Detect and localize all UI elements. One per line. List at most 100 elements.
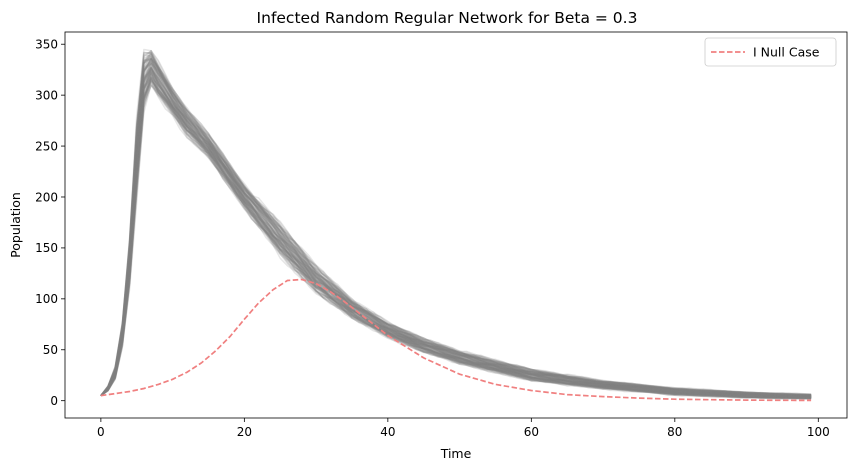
simulation-run-line bbox=[100, 66, 812, 399]
simulation-run-line bbox=[100, 63, 812, 397]
simulation-run-line bbox=[100, 72, 812, 398]
simulation-run-line bbox=[100, 79, 812, 399]
simulation-run-line bbox=[100, 53, 812, 397]
simulation-run-line bbox=[100, 53, 812, 397]
simulation-run-line bbox=[100, 83, 812, 399]
x-axis-label: Time bbox=[440, 446, 472, 461]
simulation-run-line bbox=[100, 57, 812, 397]
simulation-run-line bbox=[100, 57, 812, 398]
simulation-run-line bbox=[100, 61, 812, 398]
simulation-run-line bbox=[100, 63, 812, 398]
simulation-run-line bbox=[100, 58, 812, 397]
simulation-run-line bbox=[100, 76, 812, 398]
simulation-run-line bbox=[100, 57, 812, 397]
simulation-run-line bbox=[100, 60, 812, 397]
simulation-run-line bbox=[100, 70, 812, 399]
simulation-run-line bbox=[100, 77, 812, 400]
simulation-run-line bbox=[100, 67, 812, 398]
simulation-run-line bbox=[100, 48, 812, 397]
simulation-run-line bbox=[100, 77, 812, 399]
simulation-run-line bbox=[100, 49, 812, 397]
simulation-run-line bbox=[100, 73, 812, 398]
simulation-run-line bbox=[100, 60, 812, 397]
simulation-run-line bbox=[100, 52, 812, 397]
legend: I Null Case bbox=[704, 37, 837, 67]
simulation-run-line bbox=[100, 78, 812, 399]
simulation-run-line bbox=[100, 84, 812, 400]
y-tick-label: 0 bbox=[50, 394, 58, 408]
simulation-run-line bbox=[100, 70, 812, 398]
simulation-run-line bbox=[100, 68, 812, 397]
simulation-run-line bbox=[100, 57, 812, 397]
x-tick-label: 20 bbox=[237, 425, 252, 439]
simulation-run-line bbox=[100, 71, 812, 398]
simulation-run-line bbox=[100, 76, 812, 399]
simulation-run-line bbox=[100, 62, 812, 398]
simulation-run-line bbox=[100, 78, 812, 400]
simulation-run-line bbox=[100, 53, 812, 397]
null-case-series bbox=[100, 278, 812, 402]
simulation-run-line bbox=[100, 79, 812, 400]
y-tick-label: 300 bbox=[35, 88, 58, 102]
simulation-run-line bbox=[100, 76, 812, 399]
simulation-run-line bbox=[100, 57, 812, 397]
simulation-run-line bbox=[100, 70, 812, 399]
simulation-run-line bbox=[100, 50, 812, 397]
simulation-run-line bbox=[100, 84, 812, 400]
simulation-run-line bbox=[100, 59, 812, 397]
simulation-run-line bbox=[100, 67, 812, 398]
x-tick-label: 100 bbox=[807, 425, 830, 439]
simulation-run-line bbox=[100, 67, 812, 399]
simulation-runs bbox=[100, 48, 812, 400]
simulation-run-line bbox=[100, 66, 812, 399]
simulation-run-line bbox=[100, 69, 812, 398]
simulation-run-line bbox=[100, 53, 812, 397]
simulation-run-line bbox=[100, 51, 812, 397]
simulation-run-line bbox=[100, 55, 812, 397]
simulation-run-line bbox=[100, 63, 812, 398]
chart-title: Infected Random Regular Network for Beta… bbox=[257, 9, 638, 27]
simulation-run-line bbox=[100, 61, 812, 398]
null-case-line bbox=[100, 278, 812, 402]
y-tick-label: 200 bbox=[35, 190, 58, 204]
axes-frame bbox=[64, 31, 848, 419]
simulation-run-line bbox=[100, 69, 812, 399]
simulation-run-line bbox=[100, 49, 812, 397]
simulation-run-line bbox=[100, 65, 812, 398]
simulation-run-line bbox=[100, 81, 812, 400]
simulation-run-line bbox=[100, 63, 812, 398]
simulation-run-line bbox=[100, 51, 812, 397]
simulation-run-line bbox=[100, 71, 812, 398]
simulation-run-line bbox=[100, 57, 812, 397]
simulation-run-line bbox=[100, 65, 812, 399]
simulation-run-line bbox=[100, 57, 812, 398]
simulation-run-line bbox=[100, 51, 812, 397]
simulation-run-line bbox=[100, 73, 812, 399]
simulation-run-line bbox=[100, 66, 812, 398]
simulation-run-line bbox=[100, 84, 812, 399]
simulation-run-line bbox=[100, 66, 812, 398]
simulation-run-line bbox=[100, 79, 812, 399]
simulation-run-line bbox=[100, 58, 812, 397]
y-tick-label: 150 bbox=[35, 241, 58, 255]
simulation-run-line bbox=[100, 63, 812, 397]
simulation-run-line bbox=[100, 76, 812, 399]
simulation-run-line bbox=[100, 80, 812, 399]
simulation-run-line bbox=[100, 74, 812, 398]
y-tick-label: 350 bbox=[35, 38, 58, 52]
simulation-run-line bbox=[100, 58, 812, 398]
simulation-run-line bbox=[100, 78, 812, 400]
x-tick-label: 60 bbox=[524, 425, 539, 439]
simulation-run-line bbox=[100, 76, 812, 400]
x-axis: 0 20 40 60 80 100 bbox=[97, 418, 830, 439]
simulation-run-line bbox=[100, 62, 812, 397]
simulation-run-line bbox=[100, 66, 812, 397]
x-tick-label: 80 bbox=[667, 425, 682, 439]
simulation-run-line bbox=[100, 72, 812, 399]
simulation-run-line bbox=[100, 71, 812, 400]
simulation-run-line bbox=[100, 74, 812, 400]
simulation-run-line bbox=[100, 53, 812, 397]
simulation-run-line bbox=[100, 55, 812, 397]
